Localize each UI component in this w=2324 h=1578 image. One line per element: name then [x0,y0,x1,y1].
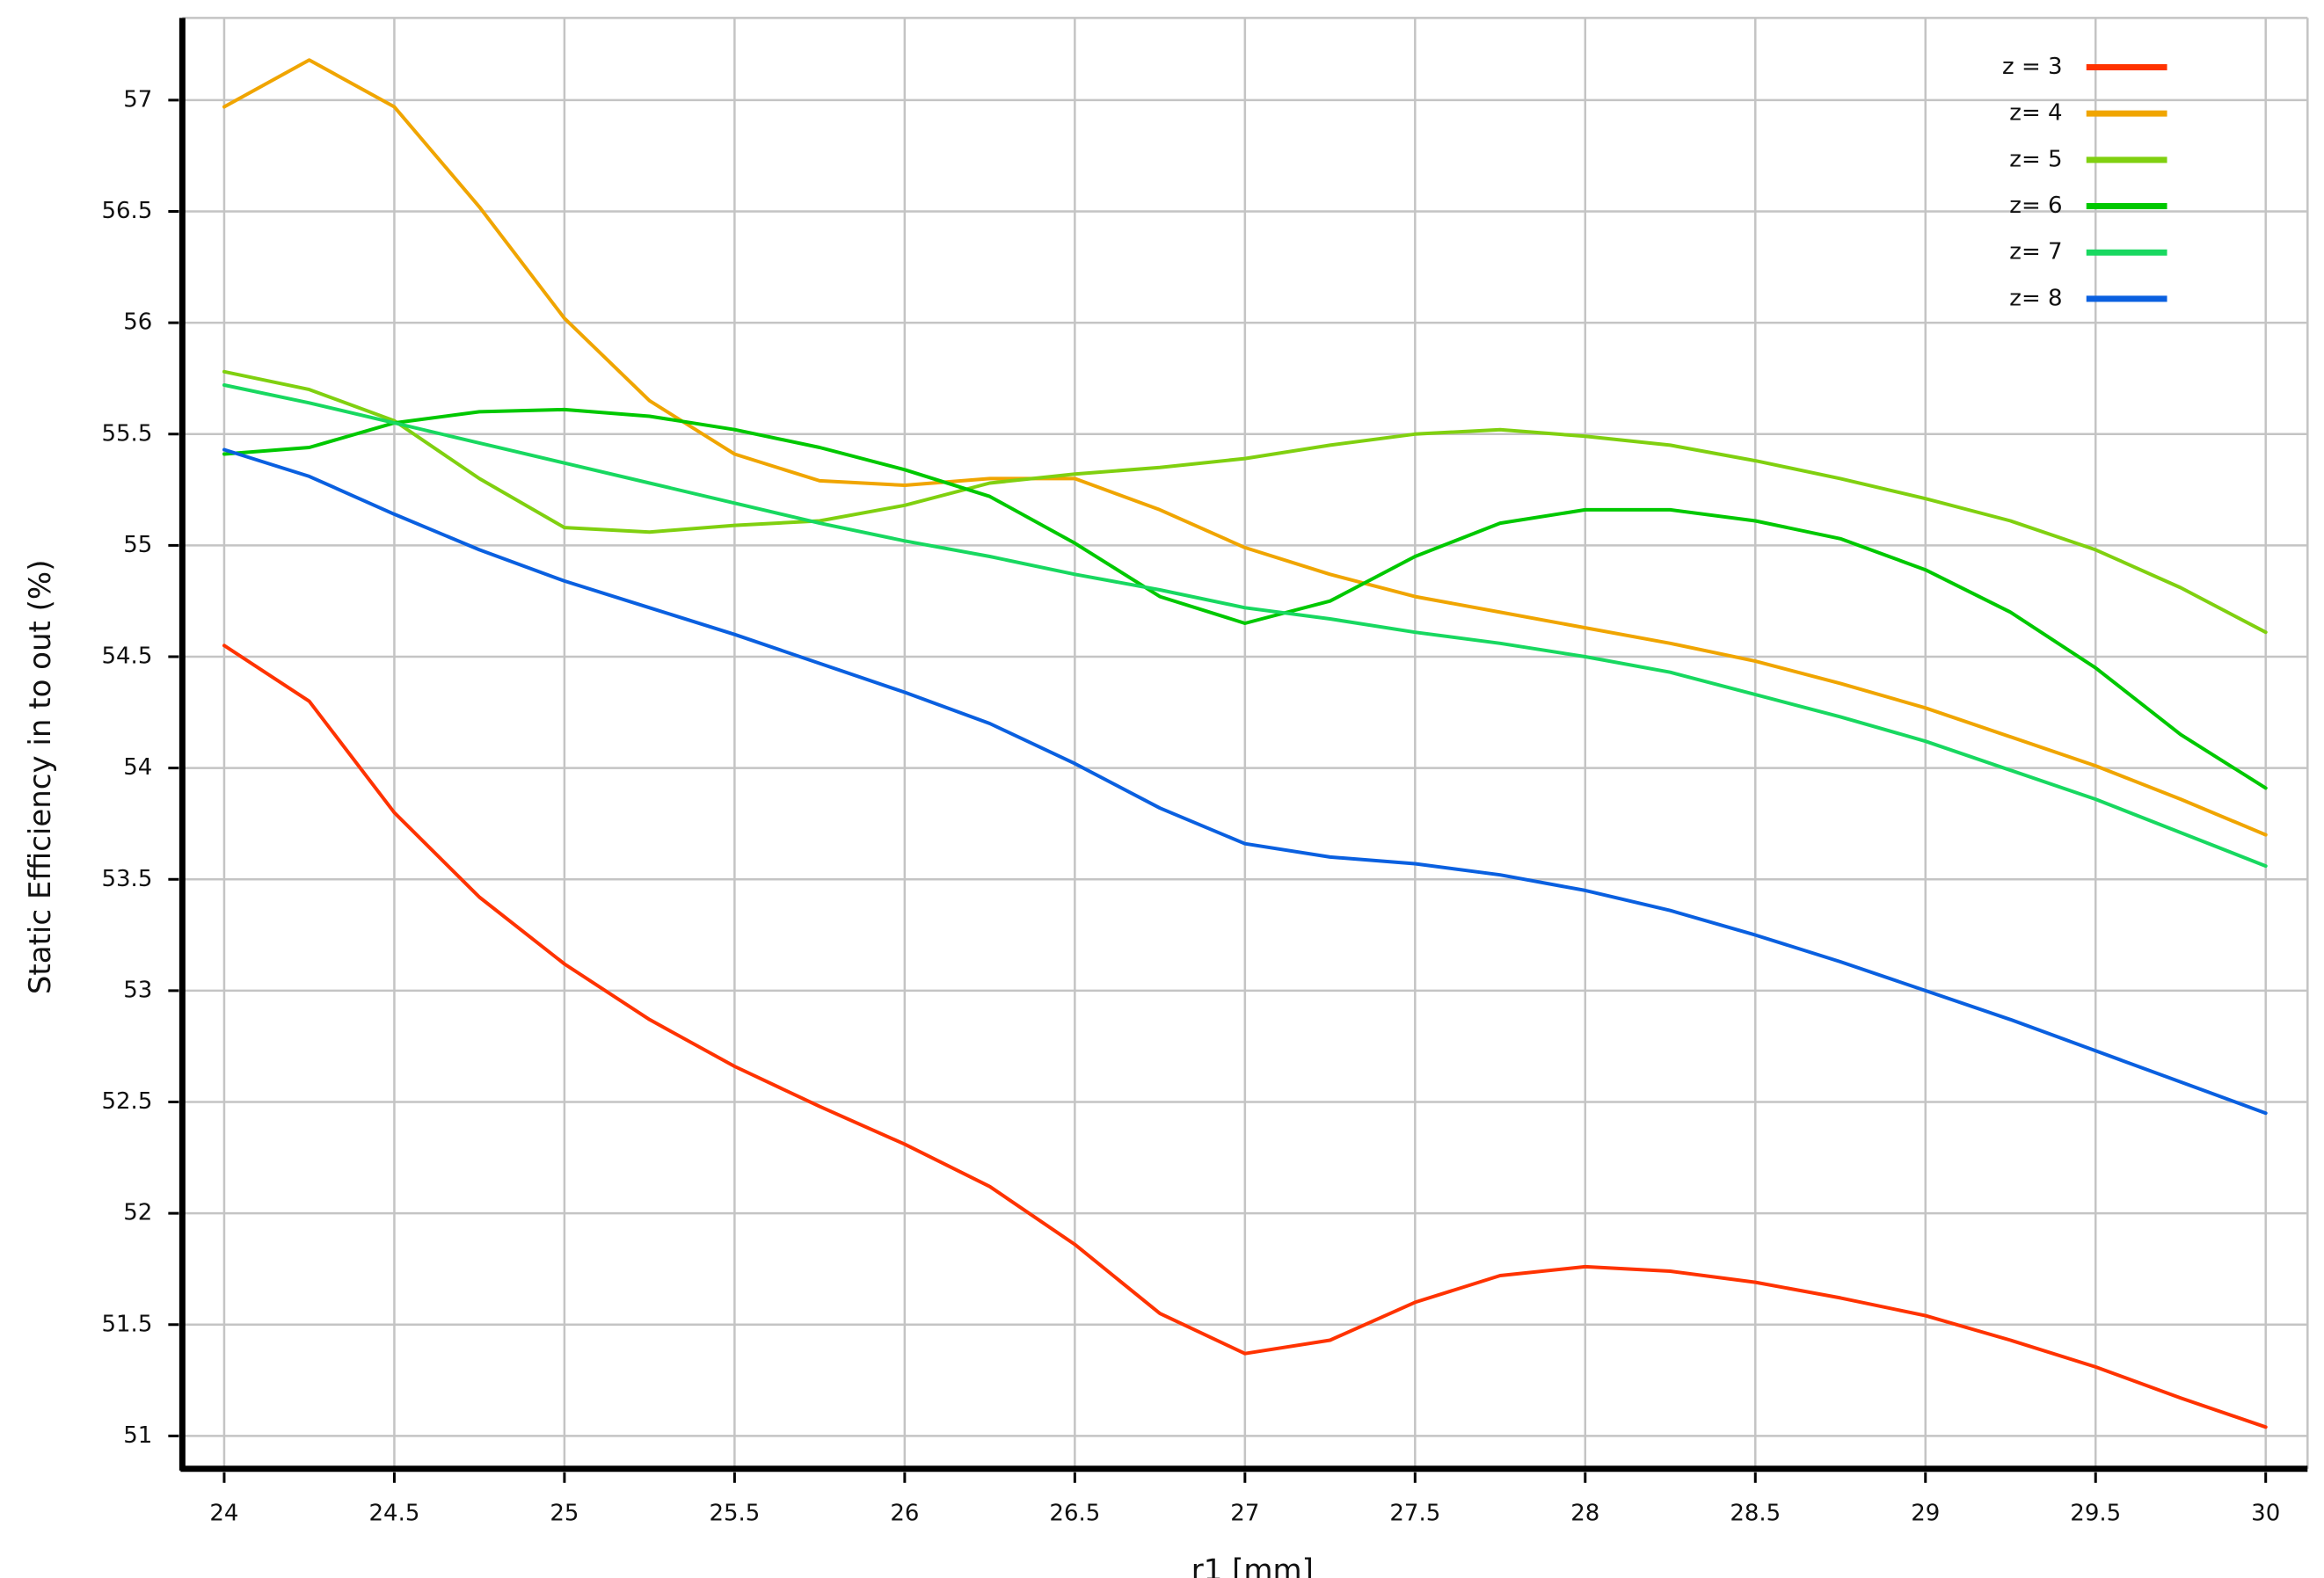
x-tick-label: 24 [209,1500,238,1526]
y-tick-label: 55 [123,532,152,558]
x-tick-label: 26 [890,1500,919,1526]
y-tick-label: 51.5 [101,1311,152,1337]
y-tick-label: 52.5 [101,1088,152,1115]
legend-label: z= 4 [2009,100,2062,127]
series-line-5 [222,383,2268,869]
y-tick-label: 54.5 [101,644,152,670]
tick-labels: 24 24.5 25 25.5 26 26.5 27 27.5 28 28.5 29 29.5 30 51… [101,86,2280,1526]
y-tick-label: 52 [123,1200,152,1226]
grid [182,17,2309,1469]
y-tick-label: 56.5 [101,198,152,224]
legend-label: z= 5 [2009,146,2062,172]
legend-label: z= 7 [2009,239,2062,265]
y-tick-label: 55.5 [101,420,152,447]
x-tick-label: 25 [550,1500,579,1526]
x-tick-label: 30 [2251,1500,2280,1526]
y-tick-label: 54 [123,754,152,781]
x-axis-title: r1 [mm] [1191,1553,1314,1578]
y-tick-label: 53 [123,977,152,1003]
x-tick-label: 29 [1911,1500,1940,1526]
legend: z = 3 z= 4 z= 5 z= 6 z= 7 z= 8 [2002,54,2167,311]
x-tick-label: 25.5 [709,1500,760,1526]
series-line-4 [222,407,2268,790]
x-tick-label: 24.5 [368,1500,419,1526]
x-tick-label: 29.5 [2070,1500,2121,1526]
y-axis-title: Static Efficiency in to out (%) [23,559,58,994]
x-tick-label: 28.5 [1730,1500,1781,1526]
series-line-3 [222,369,2268,635]
x-tick-label: 26.5 [1049,1500,1100,1526]
y-tick-label: 56 [123,309,152,336]
legend-label: z= 6 [2009,193,2062,219]
series-line-6 [222,447,2268,1116]
x-tick-label: 27 [1230,1500,1259,1526]
axes [168,18,2308,1483]
series-line-1 [222,644,2268,1429]
legend-label: z = 3 [2002,54,2063,80]
series-line-2 [222,58,2268,837]
x-tick-label: 27.5 [1389,1500,1440,1526]
y-tick-label: 57 [123,86,152,113]
x-tick-label: 28 [1570,1500,1599,1526]
series-lines [222,58,2268,1429]
legend-label: z= 8 [2009,285,2062,311]
y-tick-label: 51 [123,1422,152,1449]
y-tick-label: 53.5 [101,866,152,892]
